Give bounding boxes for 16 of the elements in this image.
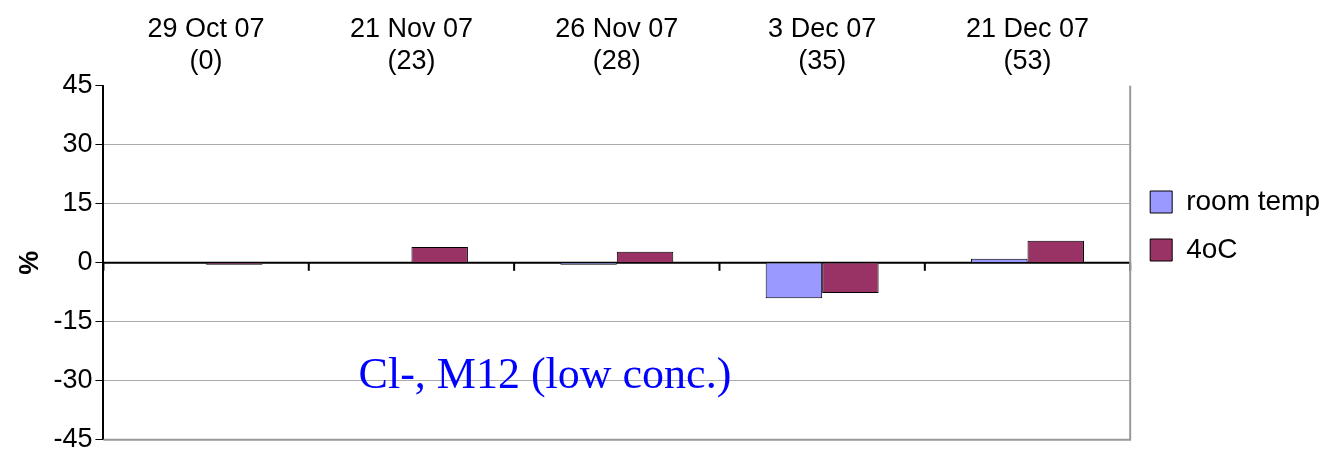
x-tick-label: 21 Dec 07 (53) (965, 12, 1090, 76)
y-tick-label: 45 (62, 69, 93, 100)
x-tick-label: 21 Nov 07 (23) (349, 12, 473, 76)
y-tick-label: -30 (53, 364, 93, 395)
y-tick-label: 15 (62, 187, 93, 218)
y-tick-label: -15 (53, 305, 93, 336)
y-tick-label: -45 (53, 423, 93, 454)
y-tick-label: 30 (62, 128, 93, 159)
x-tick-label: 29 Oct 07 (0) (147, 12, 265, 76)
x-tick-label: 26 Nov 07 (28) (555, 12, 679, 76)
annotation: Cl-, M12 (low conc.) (358, 349, 732, 399)
y-tick-label: 0 (77, 246, 93, 277)
legend-label: room temp (1186, 184, 1321, 216)
x-tick-label: 3 Dec 07 (35) (768, 12, 877, 76)
legend-label: 4oC (1186, 232, 1238, 264)
y-axis-title: % (13, 250, 44, 275)
